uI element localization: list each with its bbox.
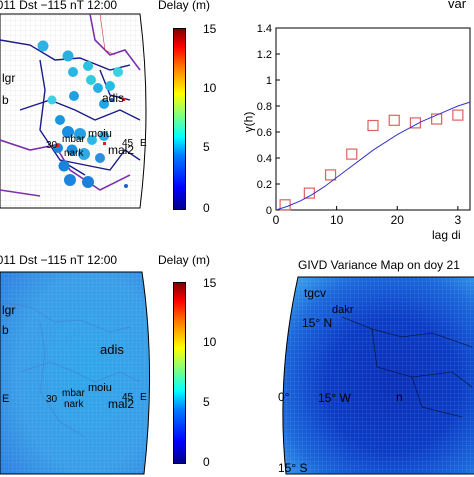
variogram-chart: 0 0.2 0.4 0.6 0.8 1 1.2 1.4 0 10 20 3 — [257, 23, 471, 227]
tl-map: lgr b adis 30 mbar moiu nark mal2 45 E — [0, 13, 147, 209]
br-lon-label: 15° W — [318, 391, 351, 405]
bl-colorbar-tick: 15 — [203, 276, 217, 290]
tl-station-label: adis — [102, 91, 124, 105]
tl-colorbar-tick: 15 — [203, 22, 217, 36]
tl-colorbar — [173, 28, 186, 210]
br-lat-label: 0° — [278, 390, 290, 404]
plot-area — [275, 27, 471, 211]
tr-title: var — [448, 0, 467, 11]
bl-station-label: adis — [100, 342, 124, 357]
data-point — [324, 169, 337, 181]
tl-colorbar-tick: 10 — [203, 81, 217, 95]
bl-station-label: moiu — [88, 382, 112, 394]
br-station-label: dakr — [332, 304, 354, 316]
x-tick-label: 20 — [391, 213, 405, 227]
data-point — [388, 114, 400, 126]
tl-colorbar-tick: 0 — [203, 201, 210, 215]
model-line — [275, 101, 471, 211]
bl-station-label: nark — [64, 399, 84, 410]
bl-colorbar-tick: 10 — [203, 335, 217, 349]
x-tick-label: 10 — [330, 213, 344, 227]
data-point — [431, 113, 443, 125]
data-point — [346, 148, 358, 160]
x-axis-label: lag di — [432, 228, 461, 242]
br-title: GIVD Variance Map on doy 21 — [298, 258, 460, 272]
bl-station-label: b — [2, 323, 9, 337]
y-tick-label: 0.6 — [257, 127, 272, 139]
br-lat-label: 15° S — [278, 461, 307, 475]
tl-stations — [37, 40, 128, 188]
tl-colorbar-tick: 5 — [203, 140, 210, 154]
tl-station-label: 45 — [122, 138, 134, 149]
tl-station-label: E — [140, 138, 147, 149]
y-tick-label: 0 — [266, 205, 272, 217]
bl-colorbar-tick: 5 — [203, 395, 210, 409]
tl-station-label: moiu — [88, 128, 112, 140]
y-tick-label: 0.8 — [257, 101, 272, 113]
bl-station-label: E — [2, 393, 9, 405]
tl-station-label: mbar — [62, 134, 85, 145]
bl-station-label: lgr — [2, 303, 15, 317]
y-tick-label: 0.2 — [257, 179, 272, 191]
bl-colorbar-tick: 0 — [203, 455, 210, 469]
bl-colorbar-title: Delay (m) — [158, 253, 211, 267]
br-map: 15° N 0° 15° S 15° W tgcv dakr n — [278, 276, 474, 475]
bl-station-label: E — [140, 392, 147, 403]
bl-colorbar — [173, 282, 186, 464]
tl-station-label: lgr — [2, 71, 15, 85]
x-tick-label: 3 — [455, 213, 462, 227]
br-station-label: n — [396, 390, 403, 404]
data-point — [367, 119, 379, 132]
tl-station-label: nark — [64, 148, 84, 159]
data-point — [452, 109, 464, 121]
data-point — [409, 117, 422, 129]
br-lat-label: 15° N — [302, 316, 332, 330]
x-tick-label: 0 — [273, 213, 280, 227]
bl-station-label: 45 — [122, 392, 134, 403]
bl-map: lgr b adis 30 mbar moiu nark mal2 45 E E — [0, 271, 151, 475]
tl-station-label: b — [2, 93, 9, 107]
y-tick-label: 0.4 — [257, 153, 272, 165]
tl-station-label: mal2 — [108, 143, 134, 157]
br-station-label: tgcv — [304, 286, 326, 300]
bl-station-label: mbar — [62, 388, 85, 399]
y-tick-label: 1.4 — [257, 23, 272, 35]
y-tick-label: 1 — [266, 75, 272, 87]
bl-title: 3 2011 Dst −115 nT 12:00 — [0, 253, 118, 267]
bl-station-label: mal2 — [108, 397, 134, 411]
tl-colorbar-title: Delay (m) — [158, 0, 211, 12]
y-axis-label: γ(h) — [241, 111, 256, 133]
tl-title: 3 2011 Dst −115 nT 12:00 — [0, 0, 118, 12]
bl-station-label: 30 — [46, 394, 58, 405]
y-tick-label: 1.2 — [257, 49, 272, 61]
tl-station-label: 30 — [46, 140, 58, 151]
